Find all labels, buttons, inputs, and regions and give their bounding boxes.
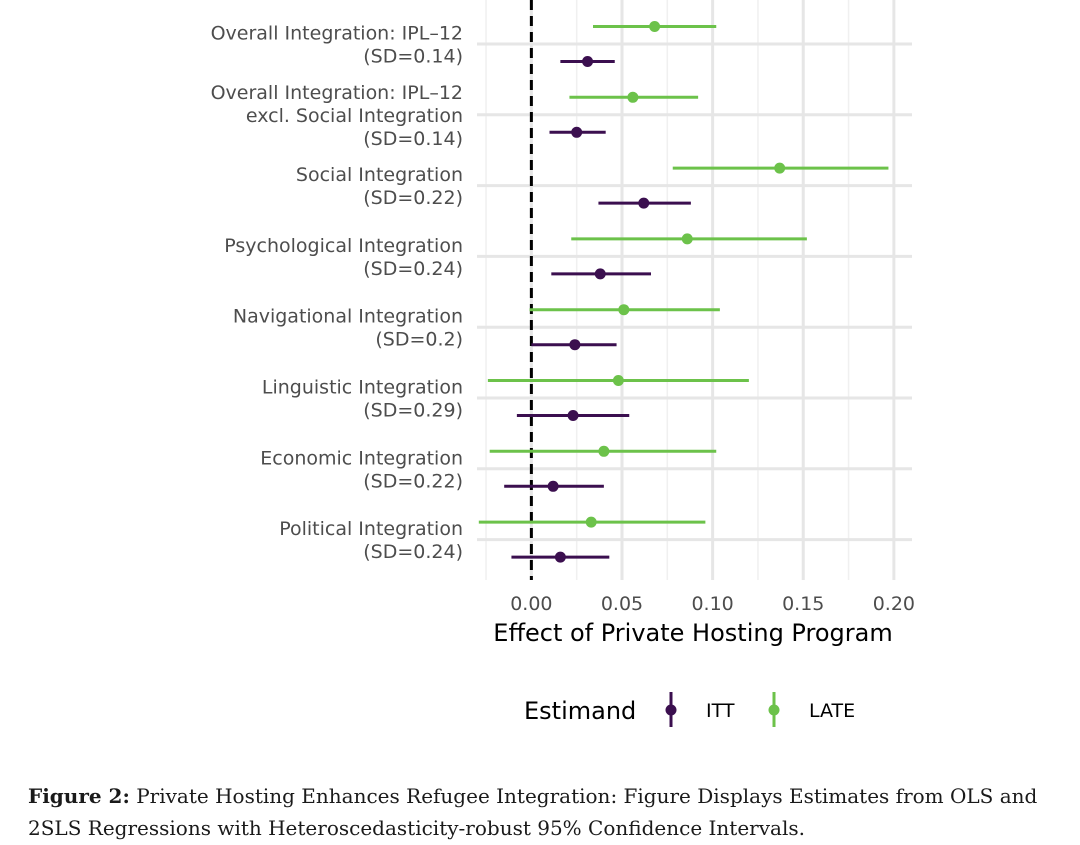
point-late bbox=[774, 162, 786, 174]
y-category-label: Overall Integration: IPL–12 (SD=0.14) bbox=[211, 23, 463, 68]
caption-text: Private Hosting Enhances Refugee Integra… bbox=[28, 784, 1038, 840]
point-itt bbox=[594, 268, 606, 280]
x-tick-label: 0.10 bbox=[691, 593, 733, 615]
x-tick-label: 0.00 bbox=[510, 593, 552, 615]
y-label-line: (SD=0.29) bbox=[363, 400, 463, 422]
point-itt bbox=[554, 551, 566, 563]
y-label-line: excl. Social Integration bbox=[246, 105, 463, 127]
y-category-label: Linguistic Integration (SD=0.29) bbox=[262, 377, 463, 422]
point-itt bbox=[547, 480, 559, 492]
x-tick-label: 0.05 bbox=[601, 593, 643, 615]
caption-prefix: Figure 2: bbox=[28, 784, 130, 808]
grid-lines bbox=[477, 0, 912, 580]
y-label-line: (SD=0.22) bbox=[363, 187, 463, 209]
y-category-label: Political Integration (SD=0.24) bbox=[279, 518, 463, 563]
point-late bbox=[612, 375, 624, 386]
figure-caption: Figure 2: Private Hosting Enhances Refug… bbox=[28, 780, 1058, 844]
y-label-line: (SD=0.24) bbox=[363, 258, 463, 280]
point-itt bbox=[582, 56, 594, 67]
legend-label-late: LATE bbox=[809, 700, 855, 722]
point-late bbox=[585, 516, 597, 528]
estimate-marks bbox=[478, 21, 889, 563]
x-axis-title: Effect of Private Hosting Program bbox=[493, 619, 892, 647]
y-label-line: Overall Integration: IPL–12 bbox=[211, 82, 463, 104]
legend: Estimand ITT LATE bbox=[524, 692, 855, 727]
y-label-line: (SD=0.14) bbox=[363, 46, 463, 68]
legend-key-point-late bbox=[768, 704, 780, 716]
y-label-line: (SD=0.22) bbox=[363, 470, 463, 492]
point-late bbox=[618, 304, 630, 316]
point-itt bbox=[571, 126, 583, 138]
y-axis-labels: Overall Integration: IPL–12 (SD=0.14)Over… bbox=[211, 23, 463, 564]
y-label-line: Navigational Integration bbox=[233, 306, 463, 328]
y-label-line: Overall Integration: IPL–12 bbox=[211, 23, 463, 45]
y-label-line: Linguistic Integration bbox=[262, 377, 463, 399]
point-late bbox=[627, 91, 639, 103]
point-itt bbox=[567, 410, 579, 421]
legend-key-point-itt bbox=[665, 704, 677, 716]
y-label-line: Political Integration bbox=[279, 518, 463, 540]
y-category-label: Social Integration (SD=0.22) bbox=[296, 164, 463, 209]
legend-title: Estimand bbox=[524, 697, 636, 725]
forest-plot: Overall Integration: IPL–12 (SD=0.14)Over… bbox=[211, 0, 915, 727]
point-itt bbox=[638, 197, 650, 209]
point-late bbox=[681, 233, 693, 245]
y-category-label: Navigational Integration (SD=0.2) bbox=[233, 306, 463, 351]
y-label-line: (SD=0.14) bbox=[363, 128, 463, 150]
y-label-line: Social Integration bbox=[296, 164, 463, 186]
y-category-label: Psychological Integration (SD=0.24) bbox=[224, 235, 463, 280]
x-tick-label: 0.20 bbox=[873, 593, 915, 615]
y-category-label: Overall Integration: IPL–12 excl. Social … bbox=[211, 82, 463, 150]
point-late bbox=[649, 21, 661, 32]
x-axis-ticks: 0.00 0.05 0.10 0.15 0.20 bbox=[510, 593, 915, 615]
y-label-line: Economic Integration bbox=[260, 447, 463, 469]
y-label-line: Psychological Integration bbox=[224, 235, 463, 257]
y-label-line: (SD=0.24) bbox=[363, 541, 463, 563]
point-late bbox=[598, 445, 610, 457]
y-category-label: Economic Integration (SD=0.22) bbox=[260, 447, 463, 492]
point-itt bbox=[569, 339, 581, 351]
x-tick-label: 0.15 bbox=[782, 593, 824, 615]
y-label-line: (SD=0.2) bbox=[375, 329, 463, 351]
legend-label-itt: ITT bbox=[706, 700, 735, 722]
